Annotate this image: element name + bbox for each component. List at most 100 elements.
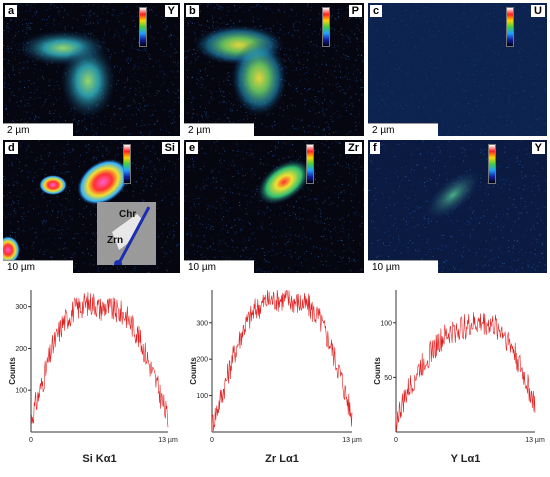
noise-pixel: [228, 7, 229, 8]
noise-pixel: [105, 149, 106, 150]
noise-pixel: [221, 188, 222, 189]
noise-pixel: [94, 259, 95, 260]
noise-pixel: [227, 230, 228, 231]
noise-pixel: [47, 23, 48, 24]
noise-pixel: [122, 13, 123, 14]
noise-pixel: [41, 159, 42, 160]
noise-pixel: [283, 134, 284, 135]
noise-pixel: [178, 102, 179, 103]
noise-pixel: [152, 183, 153, 184]
noise-pixel: [493, 206, 494, 207]
noise-pixel: [355, 122, 356, 123]
noise-pixel: [518, 258, 519, 259]
noise-pixel: [58, 12, 59, 13]
noise-pixel: [302, 238, 303, 239]
noise-pixel: [117, 148, 118, 149]
noise-pixel: [163, 95, 164, 96]
noise-pixel: [65, 27, 66, 28]
noise-pixel: [315, 74, 316, 75]
noise-pixel: [307, 90, 308, 91]
noise-pixel: [59, 172, 60, 173]
noise-pixel: [128, 58, 129, 59]
noise-pixel: [135, 164, 136, 165]
noise-pixel: [10, 29, 11, 30]
noise-pixel: [153, 148, 154, 149]
noise-pixel: [362, 126, 363, 127]
noise-pixel: [132, 115, 133, 116]
noise-pixel: [135, 73, 136, 74]
noise-pixel: [67, 144, 68, 145]
noise-pixel: [49, 80, 50, 81]
noise-pixel: [397, 170, 398, 171]
noise-pixel: [335, 227, 336, 228]
noise-pixel: [255, 194, 256, 195]
noise-pixel: [308, 131, 309, 132]
noise-pixel: [197, 158, 198, 159]
noise-pixel: [110, 121, 111, 122]
map-panel-c: c U 2 µm: [368, 3, 547, 136]
noise-pixel: [275, 149, 276, 150]
noise-pixel: [186, 252, 187, 253]
noise-pixel: [460, 265, 461, 266]
element-label: Zr: [345, 142, 362, 154]
noise-pixel: [186, 57, 187, 58]
noise-pixel: [536, 255, 537, 256]
noise-pixel: [103, 153, 104, 154]
noise-pixel: [331, 202, 332, 203]
noise-pixel: [409, 180, 410, 181]
noise-pixel: [264, 255, 265, 256]
noise-pixel: [35, 115, 36, 116]
noise-pixel: [486, 240, 487, 241]
noise-pixel: [292, 156, 293, 157]
noise-pixel: [356, 212, 357, 213]
noise-pixel: [32, 246, 33, 247]
noise-pixel: [327, 127, 328, 128]
noise-pixel: [197, 59, 198, 60]
noise-pixel: [352, 106, 353, 107]
noise-pixel: [219, 89, 220, 90]
noise-pixel: [72, 4, 73, 5]
noise-pixel: [166, 130, 167, 131]
noise-pixel: [430, 249, 431, 250]
noise-pixel: [297, 55, 298, 56]
noise-pixel: [87, 152, 88, 153]
noise-pixel: [294, 25, 295, 26]
noise-pixel: [27, 67, 28, 68]
noise-pixel: [232, 110, 233, 111]
noise-pixel: [270, 210, 271, 211]
noise-pixel: [174, 34, 175, 35]
noise-pixel: [225, 192, 226, 193]
noise-pixel: [426, 240, 427, 241]
noise-pixel: [226, 210, 227, 211]
noise-pixel: [325, 116, 326, 117]
noise-pixel: [134, 270, 135, 271]
noise-pixel: [135, 23, 136, 24]
noise-pixel: [200, 71, 201, 72]
noise-pixel: [26, 23, 27, 24]
noise-pixel: [4, 87, 5, 88]
noise-pixel: [427, 181, 428, 182]
noise-pixel: [247, 173, 248, 174]
noise-pixel: [205, 242, 206, 243]
noise-pixel: [526, 190, 527, 191]
noise-pixel: [331, 238, 332, 239]
noise-pixel: [56, 154, 57, 155]
noise-pixel: [23, 221, 24, 222]
noise-pixel: [43, 220, 44, 221]
noise-pixel: [178, 97, 179, 98]
noise-pixel: [284, 4, 285, 5]
noise-pixel: [223, 148, 224, 149]
noise-pixel: [317, 202, 318, 203]
noise-pixel: [227, 118, 228, 119]
noise-pixel: [123, 39, 124, 40]
noise-pixel: [490, 230, 491, 231]
noise-pixel: [107, 12, 108, 13]
noise-pixel: [245, 181, 246, 182]
noise-pixel: [481, 232, 482, 233]
noise-pixel: [157, 189, 158, 190]
noise-pixel: [56, 223, 57, 224]
noise-pixel: [57, 7, 58, 8]
noise-pixel: [356, 48, 357, 49]
noise-pixel: [54, 25, 55, 26]
noise-pixel: [72, 238, 73, 239]
